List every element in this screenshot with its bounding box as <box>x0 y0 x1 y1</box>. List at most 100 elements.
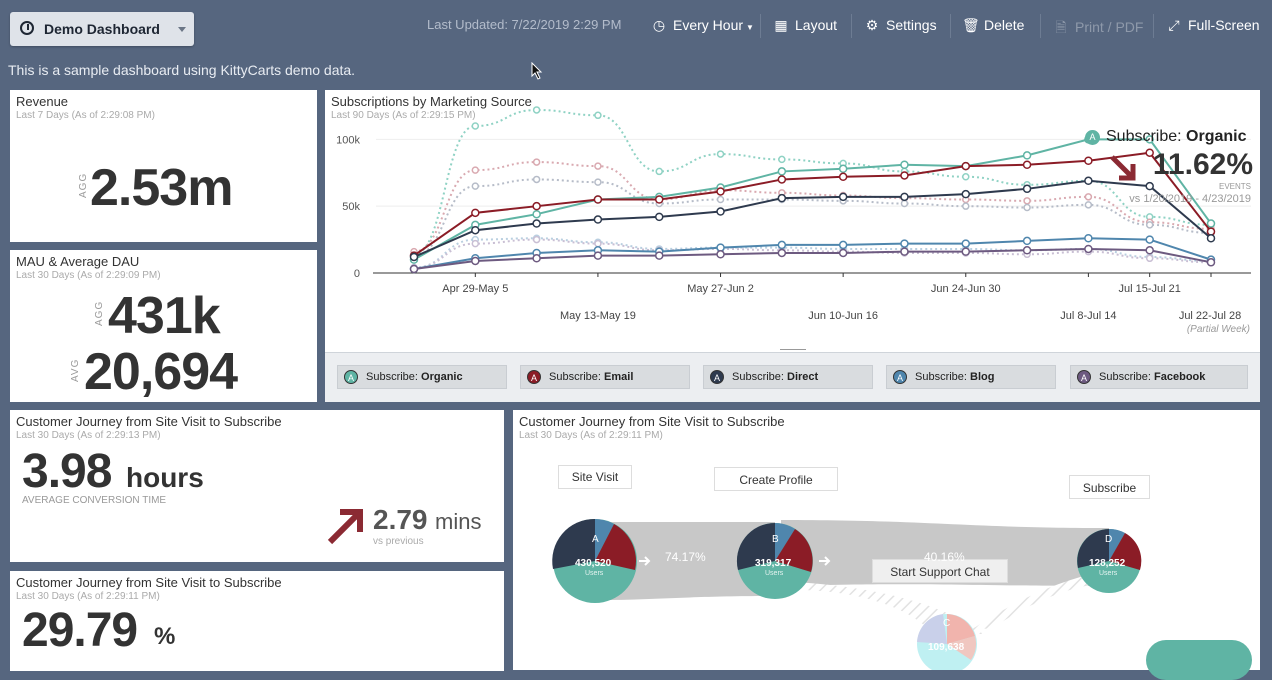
mau-panel[interactable]: MAU & Average DAU Last 30 Days (As of 2:… <box>10 250 317 402</box>
legend-item-organic[interactable]: A Subscribe: Organic <box>337 365 507 389</box>
comparison-point <box>1023 203 1031 212</box>
fullscreen-button[interactable]: ⤢ Full-Screen <box>1166 17 1259 34</box>
legend-label: Subscribe: Facebook <box>1099 371 1205 383</box>
series-line <box>413 237 1212 270</box>
stage-site-visit[interactable]: Site Visit <box>558 465 632 489</box>
node-unit: Users <box>1099 570 1118 577</box>
divider <box>1153 14 1154 38</box>
flow-b-to-d <box>781 520 1109 586</box>
series-point <box>1145 235 1154 244</box>
panel-timeframe: Last 7 Days <box>16 110 69 121</box>
conversion-time-panel[interactable]: Customer Journey from Site Visit to Subs… <box>10 410 504 562</box>
legend-name: Direct <box>787 371 819 383</box>
journey-funnel-panel[interactable]: Customer Journey from Site Visit to Subs… <box>513 410 1260 670</box>
series-point <box>1022 184 1032 194</box>
subscriptions-chart-panel[interactable]: Subscriptions by Marketing Source Last 9… <box>325 90 1260 402</box>
comparison-point <box>532 235 541 244</box>
series-point <box>777 240 787 250</box>
panel-subtitle: Last 30 Days (As of 2:29:11 PM) <box>16 591 160 602</box>
panel-asof: (As of 2:29:09 PM) <box>77 270 161 281</box>
legend-item-direct[interactable]: A Subscribe: Direct <box>703 365 873 389</box>
metric-value: 3.98 <box>22 445 112 498</box>
gear-icon: ⚙ <box>865 17 879 33</box>
comparison-point <box>716 150 725 158</box>
y-tick-label: 50k <box>342 201 360 213</box>
legend-item-blog[interactable]: A Subscribe: Blog <box>886 365 1056 389</box>
series-point <box>838 172 848 182</box>
series-point <box>1145 246 1154 255</box>
legend-prefix: Subscribe: <box>1099 371 1155 383</box>
x-tick-label: May 27-Jun 2 <box>687 283 754 295</box>
refresh-interval-button[interactable]: ◷ Every Hour ▼ <box>651 17 754 34</box>
series-callout: A Subscribe: Organic 11.62% EVENTS vs 1/… <box>1085 128 1253 208</box>
series-line <box>413 151 1212 257</box>
delete-button[interactable]: 🗑 Delete <box>962 17 1024 34</box>
dashboard-description: This is a sample dashboard using KittyCa… <box>8 62 356 78</box>
print-button[interactable]: 🗎 Print / PDF <box>1053 17 1143 41</box>
dashboard-selector[interactable]: Demo Dashboard <box>10 12 194 46</box>
series-point <box>409 252 419 262</box>
metric-value: 20,694 <box>84 343 238 401</box>
divider <box>950 14 951 38</box>
legend-label: Subscribe: Direct <box>732 371 818 383</box>
series-point <box>1084 156 1093 165</box>
delta-value: 2.79 <box>373 504 428 535</box>
arrow-up-right-icon <box>327 509 363 545</box>
panel-title: MAU & Average DAU <box>16 254 140 269</box>
legend-prefix: Subscribe: <box>915 371 971 383</box>
panel-title: Revenue <box>16 94 69 109</box>
panel-title: Subscriptions by Marketing Source <box>331 94 532 109</box>
panel-title: Customer Journey from Site Visit to Subs… <box>16 575 282 590</box>
legend-item-facebook[interactable]: A Subscribe: Facebook <box>1070 365 1248 389</box>
delta-unit: mins <box>435 509 482 534</box>
comparison-point <box>900 199 909 208</box>
series-point <box>654 195 664 204</box>
help-chat-button[interactable] <box>1146 640 1252 680</box>
series-point <box>961 189 971 199</box>
series-point <box>1022 160 1032 170</box>
series-point <box>716 187 725 196</box>
series-point <box>1022 151 1032 160</box>
legend-item-email[interactable]: A Subscribe: Email <box>520 365 690 389</box>
series-point <box>838 192 848 202</box>
layout-label: Layout <box>795 17 838 33</box>
node-letter: A <box>592 534 599 545</box>
panel-title: Customer Journey from Site Visit to Subs… <box>16 414 282 429</box>
series-line <box>413 138 1212 261</box>
series-point <box>593 251 603 260</box>
comparison-point <box>716 195 725 204</box>
series-point <box>1145 148 1154 157</box>
x-tick-label: Jun 24-Jun 30 <box>931 283 1001 295</box>
panel-subtitle: Last 30 Days (As of 2:29:13 PM) <box>16 430 161 441</box>
series-badge: A <box>893 370 907 384</box>
series-point <box>777 167 787 176</box>
legend-name: Blog <box>970 371 995 383</box>
metric-unit: hours <box>126 462 204 493</box>
layout-icon: ▦ <box>774 17 788 33</box>
series-point <box>1206 234 1216 243</box>
series-point <box>1206 219 1216 228</box>
delete-label: Delete <box>984 17 1025 33</box>
series-point <box>593 215 603 224</box>
top-bar: Demo Dashboard Last Updated: 7/22/2019 2… <box>0 0 1272 52</box>
metric-label: AGG <box>78 172 89 198</box>
stage-create-profile[interactable]: Create Profile <box>714 467 838 491</box>
partial-week-note: (Partial Week) <box>1187 324 1250 335</box>
stage-start-support-chat[interactable]: Start Support Chat <box>872 559 1008 583</box>
series-point <box>1022 236 1032 246</box>
series-point <box>593 195 603 204</box>
series-line <box>413 247 1212 270</box>
series-badge: A <box>344 370 358 384</box>
series-point <box>654 212 664 222</box>
panel-subtitle: Last 90 Days (As of 2:29:15 PM) <box>331 110 476 121</box>
panel-asof: (As of 2:29:08 PM) <box>71 110 155 121</box>
metric-label: AVG <box>70 358 81 382</box>
stage-subscribe[interactable]: Subscribe <box>1069 475 1150 499</box>
comparison-point <box>532 158 541 166</box>
conversion-rate-panel[interactable]: Customer Journey from Site Visit to Subs… <box>10 571 504 671</box>
node-create-profile-pie <box>736 522 813 599</box>
layout-button[interactable]: ▦ Layout <box>773 17 837 34</box>
clock-icon: ◷ <box>652 17 666 33</box>
revenue-panel[interactable]: Revenue Last 7 Days (As of 2:29:08 PM) A… <box>10 90 317 242</box>
settings-button[interactable]: ⚙ Settings <box>864 17 937 34</box>
